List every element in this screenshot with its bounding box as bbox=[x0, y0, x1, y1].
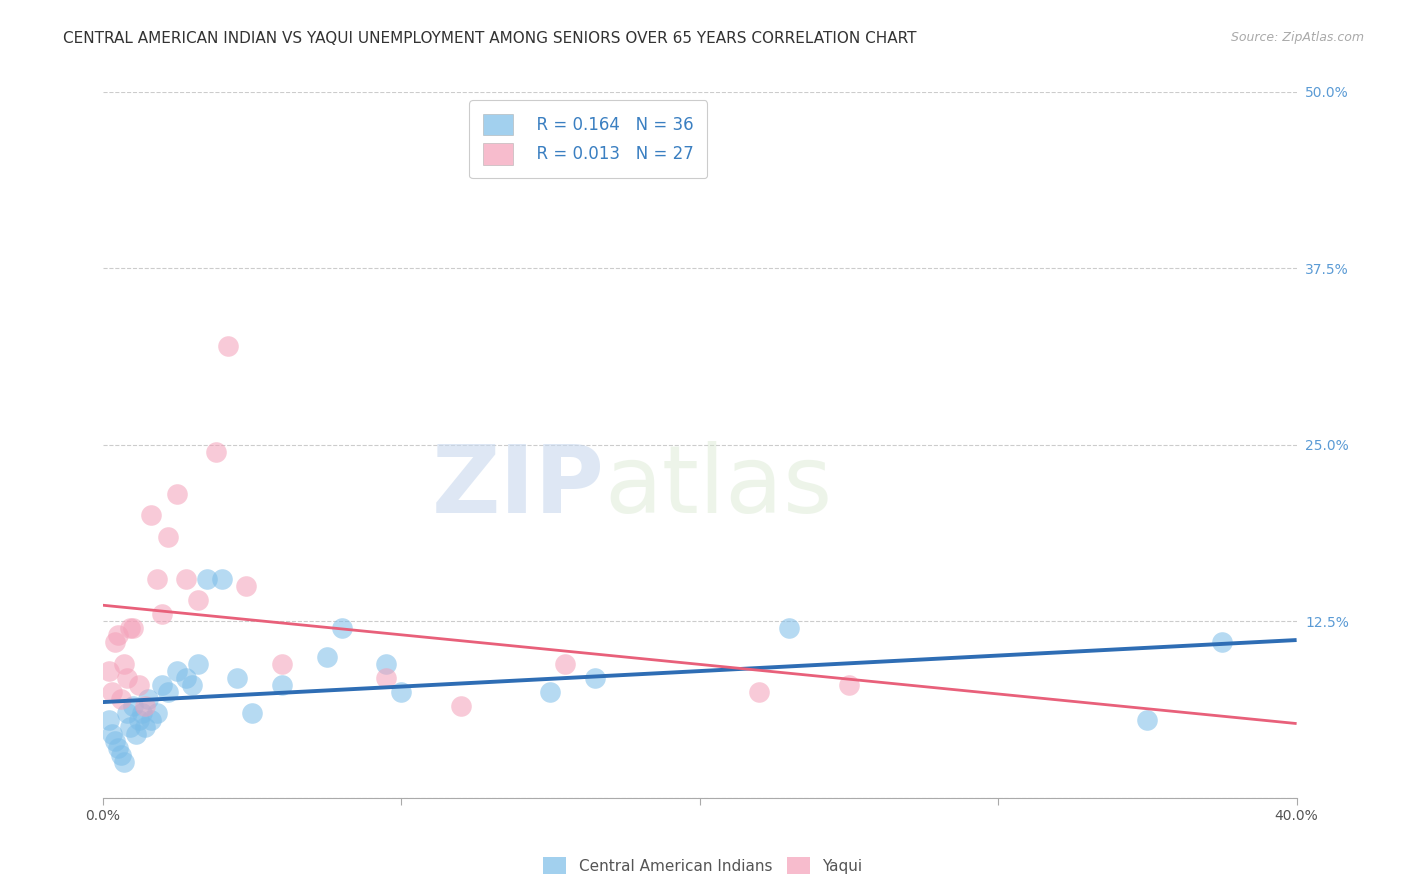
Point bbox=[226, 671, 249, 685]
Text: ZIP: ZIP bbox=[432, 442, 605, 533]
Legend:   R = 0.164   N = 36,   R = 0.013   N = 27: R = 0.164 N = 36, R = 0.013 N = 27 bbox=[470, 100, 707, 178]
Point bbox=[778, 621, 800, 635]
Point bbox=[134, 720, 156, 734]
Point bbox=[97, 713, 120, 727]
Point bbox=[139, 713, 162, 727]
Point bbox=[112, 657, 135, 671]
Point bbox=[389, 685, 412, 699]
Point bbox=[112, 756, 135, 770]
Point bbox=[100, 685, 122, 699]
Point bbox=[115, 671, 138, 685]
Point bbox=[97, 664, 120, 678]
Point bbox=[152, 678, 174, 692]
Point bbox=[554, 657, 576, 671]
Point bbox=[166, 664, 188, 678]
Point bbox=[1136, 713, 1159, 727]
Point bbox=[134, 698, 156, 713]
Point bbox=[100, 727, 122, 741]
Point bbox=[157, 685, 180, 699]
Point bbox=[110, 748, 132, 763]
Point bbox=[176, 572, 198, 586]
Point bbox=[107, 741, 129, 756]
Point bbox=[240, 706, 263, 720]
Point bbox=[124, 727, 146, 741]
Point bbox=[107, 628, 129, 642]
Point bbox=[128, 713, 150, 727]
Text: CENTRAL AMERICAN INDIAN VS YAQUI UNEMPLOYMENT AMONG SENIORS OVER 65 YEARS CORREL: CENTRAL AMERICAN INDIAN VS YAQUI UNEMPLO… bbox=[63, 31, 917, 46]
Point bbox=[181, 678, 204, 692]
Point bbox=[131, 706, 153, 720]
Point bbox=[157, 529, 180, 543]
Point bbox=[838, 678, 860, 692]
Point bbox=[375, 671, 398, 685]
Point bbox=[176, 671, 198, 685]
Point bbox=[187, 593, 209, 607]
Point bbox=[145, 706, 167, 720]
Point bbox=[139, 508, 162, 523]
Point bbox=[1211, 635, 1233, 649]
Point bbox=[315, 649, 337, 664]
Point bbox=[375, 657, 398, 671]
Point bbox=[187, 657, 209, 671]
Point bbox=[104, 635, 127, 649]
Point bbox=[118, 720, 141, 734]
Point bbox=[583, 671, 606, 685]
Text: Source: ZipAtlas.com: Source: ZipAtlas.com bbox=[1230, 31, 1364, 45]
Point bbox=[110, 691, 132, 706]
Point bbox=[118, 621, 141, 635]
Point bbox=[450, 698, 472, 713]
Point bbox=[195, 572, 218, 586]
Point bbox=[205, 445, 228, 459]
Point bbox=[270, 678, 292, 692]
Point bbox=[128, 678, 150, 692]
Point bbox=[166, 487, 188, 501]
Point bbox=[330, 621, 353, 635]
Point bbox=[235, 579, 257, 593]
Legend: Central American Indians, Yaqui: Central American Indians, Yaqui bbox=[537, 851, 869, 880]
Point bbox=[217, 339, 239, 353]
Point bbox=[136, 691, 159, 706]
Text: atlas: atlas bbox=[605, 442, 832, 533]
Point bbox=[121, 698, 143, 713]
Point bbox=[145, 572, 167, 586]
Point bbox=[115, 706, 138, 720]
Point bbox=[540, 685, 562, 699]
Point bbox=[152, 607, 174, 622]
Point bbox=[748, 685, 770, 699]
Point bbox=[121, 621, 143, 635]
Point bbox=[211, 572, 233, 586]
Point bbox=[270, 657, 292, 671]
Point bbox=[104, 734, 127, 748]
